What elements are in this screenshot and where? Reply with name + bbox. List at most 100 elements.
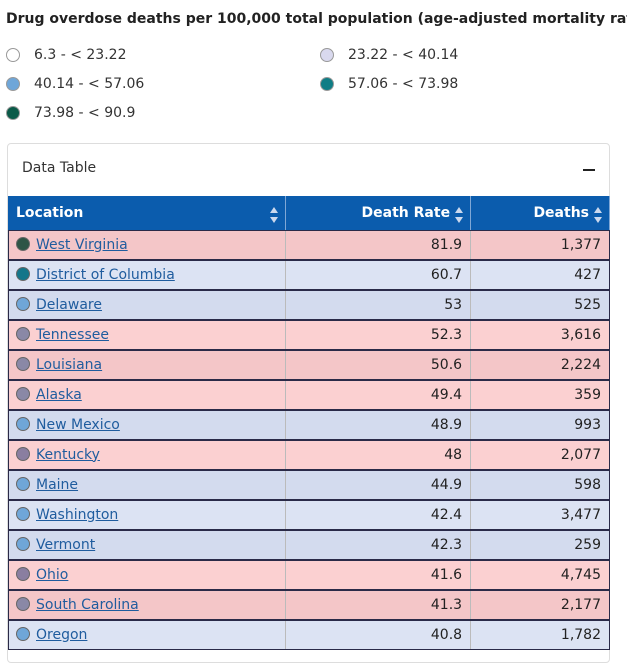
location-link[interactable]: Alaska [36, 386, 82, 403]
location-dot [16, 626, 30, 641]
sort-icon[interactable] [454, 206, 464, 228]
legend-label: 73.98 - < 90.9 [34, 105, 136, 121]
cell-value: 52.3 [430, 326, 463, 343]
sort-icon[interactable] [269, 206, 279, 228]
location-link[interactable]: West Virginia [36, 236, 128, 253]
table-cell: 49.4 [285, 379, 472, 410]
table-cell: 50.6 [285, 349, 472, 380]
location-link[interactable]: Delaware [36, 296, 102, 313]
table-row: Vermont 42.3 259 [8, 529, 610, 560]
cell-value: 41.6 [430, 566, 463, 583]
table-row: Maine 44.9 598 [8, 469, 610, 500]
table-cell: Alaska [8, 379, 287, 410]
table-row: South Carolina 41.3 2,177 [8, 589, 610, 620]
table-cell: 40.8 [285, 619, 472, 650]
cell-value: 40.8 [430, 626, 463, 643]
column-header[interactable]: Location [8, 196, 287, 230]
legend-item: 40.14 - < 57.06 [6, 76, 144, 92]
location-link[interactable]: South Carolina [36, 596, 139, 613]
location-link[interactable]: Vermont [36, 536, 96, 553]
table-cell: 3,616 [470, 319, 610, 350]
table-cell: Delaware [8, 289, 287, 320]
column-header[interactable]: Deaths [470, 196, 610, 230]
cell-value: 4,745 [560, 566, 601, 583]
table-cell: 2,077 [470, 439, 610, 470]
table-cell: South Carolina [8, 589, 287, 620]
legend-swatch [320, 48, 334, 62]
cell-value: 525 [574, 296, 601, 313]
cell-value: 42.4 [430, 506, 463, 523]
location-dot [16, 356, 30, 371]
location-link[interactable]: District of Columbia [36, 266, 175, 283]
legend-item: 6.3 - < 23.22 [6, 47, 126, 63]
table-cell: 44.9 [285, 469, 472, 500]
table-row: Washington 42.4 3,477 [8, 499, 610, 530]
table-row: Oregon 40.8 1,782 [8, 619, 610, 650]
sort-icon[interactable] [593, 206, 603, 228]
location-dot [16, 326, 30, 341]
cell-value: 1,377 [560, 236, 601, 253]
location-link[interactable]: Kentucky [36, 446, 100, 463]
table-row: Kentucky 48 2,077 [8, 439, 610, 470]
sort-arrows[interactable] [269, 206, 279, 224]
table-cell: 48 [285, 439, 472, 470]
table-body: West Virginia 81.9 1,377 District of Columb… [8, 230, 610, 650]
column-header-label: Location [16, 205, 84, 221]
location-dot [16, 506, 30, 521]
table-cell: 427 [470, 259, 610, 290]
table-cell: 259 [470, 529, 610, 560]
cell-value: 2,077 [560, 446, 601, 463]
legend-label: 40.14 - < 57.06 [34, 76, 145, 92]
table-cell: 42.4 [285, 499, 472, 530]
cell-value: 2,224 [560, 356, 601, 373]
legend-swatch [6, 48, 20, 62]
table-cell: 598 [470, 469, 610, 500]
location-link[interactable]: New Mexico [36, 416, 120, 433]
table-cell: 4,745 [470, 559, 610, 590]
table-cell: 48.9 [285, 409, 472, 440]
collapse-button[interactable] [583, 169, 595, 171]
table-cell: 1,782 [470, 619, 610, 650]
table-cell: Oregon [8, 619, 287, 650]
location-link[interactable]: Washington [36, 506, 119, 523]
location-link[interactable]: Tennessee [36, 326, 109, 343]
table-cell: Washington [8, 499, 287, 530]
cell-value: 3,477 [560, 506, 601, 523]
table-row: Tennessee 52.3 3,616 [8, 319, 610, 350]
legend-item: 57.06 - < 73.98 [320, 76, 458, 92]
table-cell: 41.6 [285, 559, 472, 590]
table-cell: West Virginia [8, 230, 287, 260]
cell-value: 1,782 [560, 626, 601, 643]
cell-value: 993 [574, 416, 601, 433]
legend-item: 73.98 - < 90.9 [6, 105, 135, 121]
location-link[interactable]: Louisiana [36, 356, 103, 373]
data-table-panel: Data Table Location Death Rate Deaths West… [7, 143, 610, 663]
table-row: Louisiana 50.6 2,224 [8, 349, 610, 380]
table-cell: 2,177 [470, 589, 610, 620]
table-cell: 359 [470, 379, 610, 410]
table-cell: 41.3 [285, 589, 472, 620]
location-dot [16, 386, 30, 401]
column-header-label: Death Rate [361, 205, 451, 221]
location-dot [16, 536, 30, 551]
cell-value: 50.6 [430, 356, 463, 373]
table-cell: Ohio [8, 559, 287, 590]
table-cell: Maine [8, 469, 287, 500]
column-header[interactable]: Death Rate [285, 196, 472, 230]
sort-arrows[interactable] [593, 206, 603, 224]
location-link[interactable]: Maine [36, 476, 79, 493]
table-row: New Mexico 48.9 993 [8, 409, 610, 440]
cell-value: 2,177 [560, 596, 601, 613]
sort-arrows[interactable] [454, 206, 464, 224]
cell-value: 48.9 [430, 416, 463, 433]
table-cell: Vermont [8, 529, 287, 560]
location-link[interactable]: Ohio [36, 566, 69, 583]
table-cell: 81.9 [285, 230, 472, 260]
table-cell: 52.3 [285, 319, 472, 350]
legend-item: 23.22 - < 40.14 [320, 47, 458, 63]
legend-label: 23.22 - < 40.14 [348, 47, 459, 63]
table-cell: Tennessee [8, 319, 287, 350]
location-link[interactable]: Oregon [36, 626, 88, 643]
cell-value: 41.3 [430, 596, 463, 613]
